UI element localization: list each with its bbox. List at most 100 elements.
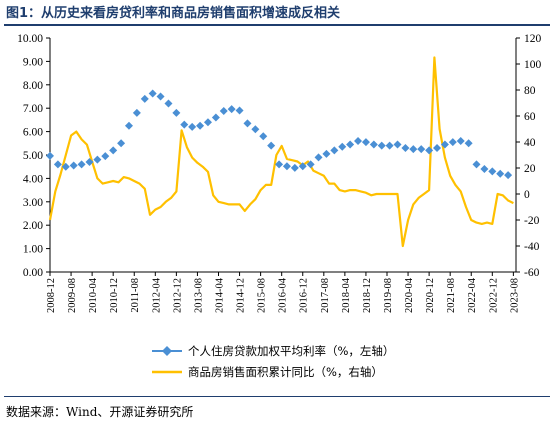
series-rate-point xyxy=(132,108,141,117)
x-tick-label: 2010-04 xyxy=(88,277,99,313)
x-tick-label: 2021-08 xyxy=(446,278,457,313)
series-rate-point xyxy=(148,89,157,98)
x-tick-label: 2014-04 xyxy=(214,277,225,313)
series-rate-point xyxy=(393,140,402,149)
right-tick-label: 100 xyxy=(524,59,542,71)
series-rate-point xyxy=(219,107,228,116)
right-tick-label: -20 xyxy=(524,215,540,227)
left-tick-label: 3.00 xyxy=(23,197,43,209)
bottom-rule xyxy=(4,396,550,397)
x-tick-label: 2011-08 xyxy=(130,278,141,313)
series-rate-point xyxy=(101,152,110,161)
series-rate-point xyxy=(377,141,386,150)
x-tick-label: 2008-12 xyxy=(46,278,57,313)
left-tick-label: 6.00 xyxy=(23,127,43,139)
right-tick-label: -60 xyxy=(524,267,540,279)
series-rate-point xyxy=(504,171,513,180)
x-tick-label: 2023-08 xyxy=(509,278,520,313)
series-rate-point xyxy=(267,141,276,150)
series-rate-point xyxy=(322,149,331,158)
left-tick-label: 8.00 xyxy=(23,80,43,92)
series-rate-point xyxy=(124,121,133,130)
source-note: 数据来源：Wind、开源证券研究所 xyxy=(6,405,194,419)
series-rate-point xyxy=(425,146,434,155)
chart-svg: 0.00 1.00 2.00 3.00 4.00 5.00 6.00 7.00 8.00 9.00… xyxy=(17,33,541,379)
x-tick-label: 2012-12 xyxy=(172,278,183,313)
x-tick-label: 2019-08 xyxy=(383,278,394,313)
series-rate-point xyxy=(433,143,442,152)
legend-swatch-rate-diamond xyxy=(162,346,172,356)
series-rate-point xyxy=(188,122,197,131)
x-tick-label: 2016-04 xyxy=(278,277,289,313)
series-rate-point xyxy=(440,140,449,149)
series-rate-point xyxy=(259,132,268,141)
series-rate-point xyxy=(77,160,86,169)
left-tick-label: 9.00 xyxy=(23,56,43,68)
series-rate-point xyxy=(401,143,410,152)
series-rate-point xyxy=(53,160,62,169)
series-rate-point xyxy=(243,119,252,128)
series-rate-point xyxy=(117,139,126,148)
x-tick-label: 2018-12 xyxy=(362,278,373,313)
x-tick-label: 2018-04 xyxy=(341,277,352,313)
legend-label-rate: 个人住房贷款加权平均利率（%，左轴） xyxy=(188,344,394,358)
left-tick-label: 4.00 xyxy=(23,173,43,185)
series-rate-point xyxy=(417,145,426,154)
series-rate-point xyxy=(211,113,220,122)
x-tick-label: 2012-04 xyxy=(151,277,162,313)
axes-layer: 0.00 1.00 2.00 3.00 4.00 5.00 6.00 7.00 8.00 9.00… xyxy=(17,33,541,313)
series-rate-point xyxy=(69,161,78,170)
series-rate-point xyxy=(46,151,54,160)
series-rate-point xyxy=(409,145,418,154)
x-tick-label: 2020-12 xyxy=(425,278,436,313)
chart-title: 图1：从历史来看房贷利率和商品房销售面积增速成反相关 xyxy=(6,6,341,21)
series-rate-point xyxy=(235,106,244,115)
legend: 个人住房贷款加权平均利率（%，左轴） 商品房销售面积累计同比（%，右轴） xyxy=(152,344,394,379)
x-tick-label: 2010-12 xyxy=(109,278,120,313)
series-rate-point xyxy=(480,165,489,174)
right-tick-label: 60 xyxy=(524,111,536,123)
series-rate-point xyxy=(109,146,118,155)
series-rate-point xyxy=(314,153,323,162)
x-tick-label: 2013-08 xyxy=(193,278,204,313)
left-tick-label: 0.00 xyxy=(23,267,43,279)
series-rate-point xyxy=(354,136,363,145)
right-tick-label: 40 xyxy=(524,137,536,149)
title-rule xyxy=(4,24,550,26)
left-tick-label: 10.00 xyxy=(17,33,43,45)
series-rate-point xyxy=(93,155,102,164)
x-tick-label: 2017-08 xyxy=(320,278,331,313)
series-rate-point xyxy=(180,120,189,129)
x-tick-label: 2014-12 xyxy=(236,278,247,313)
x-tick-label: 2020-04 xyxy=(404,277,415,313)
series-rate-point xyxy=(369,140,378,149)
series-rate-point xyxy=(140,94,149,103)
x-tick-label: 2022-04 xyxy=(467,277,478,313)
series-rate-point xyxy=(275,160,284,169)
series-rate-point xyxy=(85,158,94,167)
series-marker-layer xyxy=(46,89,513,180)
right-tick-label: -40 xyxy=(524,241,540,253)
series-rate-point xyxy=(282,162,291,171)
series-rate-point xyxy=(464,139,473,148)
series-rate-point xyxy=(338,142,347,151)
series-rate-point xyxy=(385,141,394,150)
series-line-layer xyxy=(48,56,514,248)
series-rate-point xyxy=(196,121,205,130)
left-tick-label: 5.00 xyxy=(23,150,43,162)
series-rate-point xyxy=(488,167,497,176)
series-rate-point xyxy=(298,162,307,171)
series-rate-point xyxy=(61,162,70,171)
series-sales-line xyxy=(48,56,514,248)
series-rate-point xyxy=(203,118,212,127)
series-rate-point xyxy=(330,146,339,155)
series-rate-point xyxy=(251,125,260,134)
series-rate-point xyxy=(306,160,315,169)
left-tick-label: 1.00 xyxy=(23,244,43,256)
right-tick-label: 80 xyxy=(524,85,536,97)
series-rate-point xyxy=(172,108,181,117)
series-rate-point xyxy=(346,140,355,149)
legend-label-sales: 商品房销售面积累计同比（%，右轴） xyxy=(188,365,383,379)
x-tick-label: 2009-08 xyxy=(67,278,78,313)
